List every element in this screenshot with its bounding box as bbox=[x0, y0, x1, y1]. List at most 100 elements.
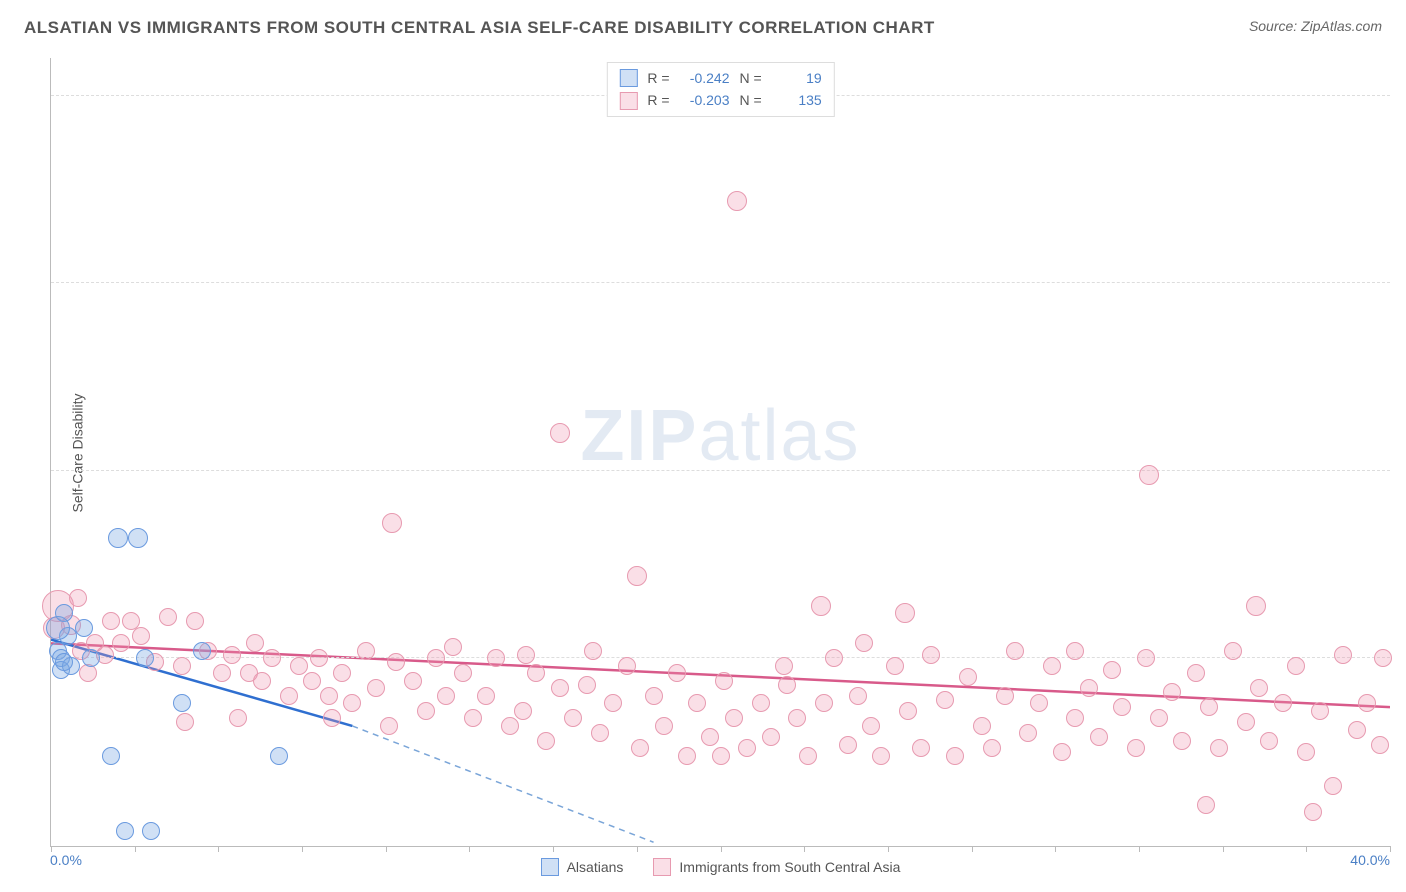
data-point-series-b bbox=[1324, 777, 1342, 795]
data-point-series-b bbox=[1066, 709, 1084, 727]
watermark-bold: ZIP bbox=[580, 396, 698, 476]
data-point-series-b bbox=[537, 732, 555, 750]
y-tick-label: 5.0% bbox=[1395, 447, 1406, 463]
data-point-series-b bbox=[1066, 642, 1084, 660]
data-point-series-b bbox=[290, 657, 308, 675]
data-point-series-b bbox=[1250, 679, 1268, 697]
data-point-series-b bbox=[404, 672, 422, 690]
watermark: ZIPatlas bbox=[580, 395, 860, 477]
data-point-series-a bbox=[193, 642, 211, 660]
data-point-series-b bbox=[1224, 642, 1242, 660]
data-point-series-b bbox=[855, 634, 873, 652]
data-point-series-a bbox=[128, 528, 148, 548]
r-value-b: -0.203 bbox=[680, 89, 730, 111]
x-tick bbox=[1390, 846, 1391, 852]
data-point-series-b bbox=[1260, 732, 1278, 750]
data-point-series-b bbox=[725, 709, 743, 727]
legend-row-a: R = -0.242 N = 19 bbox=[619, 67, 821, 89]
data-point-series-b bbox=[1200, 698, 1218, 716]
swatch-series-b bbox=[653, 858, 671, 876]
data-point-series-b bbox=[983, 739, 1001, 757]
data-point-series-b bbox=[825, 649, 843, 667]
data-point-series-b bbox=[323, 709, 341, 727]
legend-label-a: Alsatians bbox=[567, 859, 624, 875]
data-point-series-b bbox=[778, 676, 796, 694]
source-attribution: Source: ZipAtlas.com bbox=[1249, 18, 1382, 34]
data-point-series-b bbox=[727, 191, 747, 211]
data-point-series-b bbox=[551, 679, 569, 697]
data-point-series-a bbox=[55, 653, 73, 671]
series-legend: Alsatians Immigrants from South Central … bbox=[51, 858, 1390, 876]
data-point-series-b bbox=[1371, 736, 1389, 754]
data-point-series-b bbox=[1374, 649, 1392, 667]
data-point-series-b bbox=[849, 687, 867, 705]
data-point-series-b bbox=[899, 702, 917, 720]
data-point-series-b bbox=[464, 709, 482, 727]
data-point-series-b bbox=[752, 694, 770, 712]
data-point-series-b bbox=[839, 736, 857, 754]
data-point-series-b bbox=[1006, 642, 1024, 660]
data-point-series-a bbox=[46, 616, 70, 640]
data-point-series-b bbox=[578, 676, 596, 694]
data-point-series-b bbox=[253, 672, 271, 690]
data-point-series-b bbox=[517, 646, 535, 664]
data-point-series-b bbox=[444, 638, 462, 656]
data-point-series-a bbox=[82, 649, 100, 667]
data-point-series-b bbox=[102, 612, 120, 630]
data-point-series-b bbox=[655, 717, 673, 735]
data-point-series-b bbox=[1137, 649, 1155, 667]
legend-item-b: Immigrants from South Central Asia bbox=[653, 858, 900, 876]
data-point-series-b bbox=[380, 717, 398, 735]
data-point-series-b bbox=[912, 739, 930, 757]
data-point-series-a bbox=[136, 649, 154, 667]
data-point-series-b bbox=[69, 589, 87, 607]
data-point-series-b bbox=[775, 657, 793, 675]
source-label: Source: bbox=[1249, 18, 1297, 34]
data-point-series-b bbox=[1127, 739, 1145, 757]
data-point-series-a bbox=[173, 694, 191, 712]
data-point-series-b bbox=[872, 747, 890, 765]
data-point-series-b bbox=[799, 747, 817, 765]
data-point-series-b bbox=[715, 672, 733, 690]
data-point-series-b bbox=[320, 687, 338, 705]
data-point-series-a bbox=[270, 747, 288, 765]
data-point-series-b bbox=[1246, 596, 1266, 616]
data-point-series-b bbox=[1053, 743, 1071, 761]
data-point-series-b bbox=[550, 423, 570, 443]
data-point-series-b bbox=[303, 672, 321, 690]
data-point-series-b bbox=[862, 717, 880, 735]
data-point-series-b bbox=[996, 687, 1014, 705]
data-point-series-b bbox=[1237, 713, 1255, 731]
data-point-series-b bbox=[1163, 683, 1181, 701]
data-point-series-b bbox=[762, 728, 780, 746]
data-point-series-b bbox=[1173, 732, 1191, 750]
data-point-series-b bbox=[788, 709, 806, 727]
legend-label-b: Immigrants from South Central Asia bbox=[679, 859, 900, 875]
data-point-series-b bbox=[688, 694, 706, 712]
correlation-legend: R = -0.242 N = 19 R = -0.203 N = 135 bbox=[606, 62, 834, 117]
data-point-series-b bbox=[454, 664, 472, 682]
data-point-series-b bbox=[132, 627, 150, 645]
data-point-series-b bbox=[618, 657, 636, 675]
data-point-series-b bbox=[501, 717, 519, 735]
data-point-series-b bbox=[973, 717, 991, 735]
data-point-series-b bbox=[1113, 698, 1131, 716]
data-point-series-b bbox=[1348, 721, 1366, 739]
data-point-series-b bbox=[1304, 803, 1322, 821]
r-value-a: -0.242 bbox=[680, 67, 730, 89]
chart-area: Self-Care Disability ZIPatlas R = -0.242… bbox=[50, 58, 1390, 847]
data-point-series-a bbox=[102, 747, 120, 765]
data-point-series-b bbox=[1187, 664, 1205, 682]
n-label: N = bbox=[740, 67, 762, 89]
data-point-series-b bbox=[959, 668, 977, 686]
data-point-series-b bbox=[173, 657, 191, 675]
data-point-series-b bbox=[1297, 743, 1315, 761]
r-label: R = bbox=[647, 89, 669, 111]
data-point-series-b bbox=[333, 664, 351, 682]
data-point-series-b bbox=[922, 646, 940, 664]
data-point-series-b bbox=[1358, 694, 1376, 712]
data-point-series-b bbox=[738, 739, 756, 757]
data-point-series-b bbox=[591, 724, 609, 742]
data-point-series-b bbox=[678, 747, 696, 765]
data-point-series-b bbox=[427, 649, 445, 667]
